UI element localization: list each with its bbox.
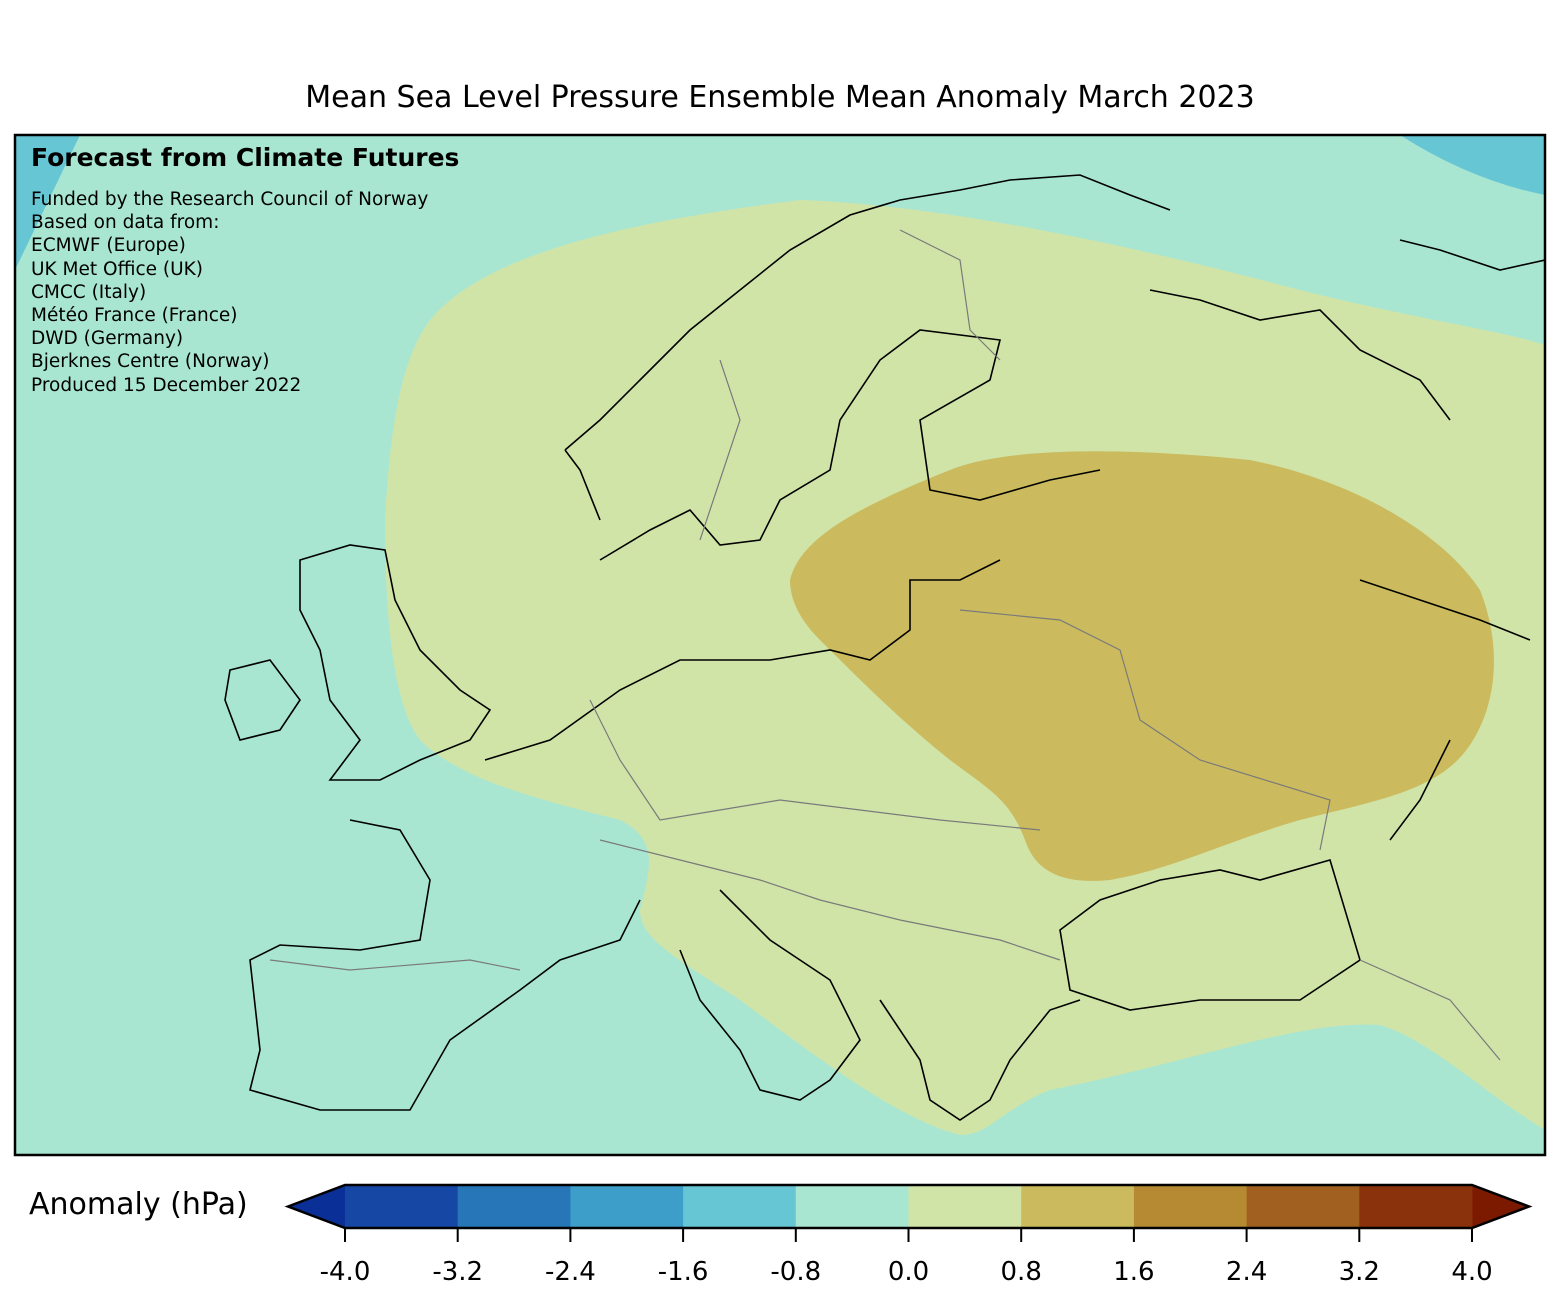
credits-line: Météo France (France) — [31, 305, 238, 327]
colorbar-tick-label: -3.2 — [432, 1257, 484, 1287]
chart-title: Mean Sea Level Pressure Ensemble Mean An… — [305, 80, 1255, 115]
colorbar-segment — [908, 1185, 1022, 1228]
colorbar-tick-label: -0.8 — [770, 1257, 822, 1287]
map-frame — [13, 133, 1547, 1157]
colorbar-segment — [683, 1185, 797, 1228]
credits-line: Produced 15 December 2022 — [31, 374, 302, 396]
colorbar-tick-label: -4.0 — [319, 1257, 371, 1287]
colorbar-segment — [570, 1185, 684, 1228]
anomaly-region-northeast — [1400, 135, 1545, 195]
coastlines — [224, 174, 1545, 1121]
credits-line: UK Met Office (UK) — [31, 258, 204, 280]
colorbar-tick-label: 3.2 — [1338, 1257, 1380, 1287]
colorbar-tick-label: 2.4 — [1225, 1257, 1268, 1287]
credits-line: DWD (Germany) — [31, 328, 184, 350]
country-borders — [269, 229, 1501, 1061]
colorbar-tick-label: 1.6 — [1113, 1257, 1155, 1287]
colorbar-extend-under — [288, 1185, 345, 1228]
anomaly-region-east-high — [790, 451, 1494, 881]
credits-line: Funded by the Research Council of Norway — [31, 189, 429, 210]
colorbar-segment — [1133, 1185, 1248, 1228]
colorbar-tick-label: 0.8 — [1000, 1257, 1042, 1287]
colorbar-segment — [1359, 1185, 1473, 1228]
colorbar-label: Anomaly (hPa) — [29, 1187, 248, 1222]
colorbar-segment — [795, 1185, 909, 1228]
colorbar-tick-label: 4.0 — [1451, 1257, 1493, 1287]
credits-line: CMCC (Italy) — [31, 281, 147, 303]
colorbar-segment — [345, 1185, 459, 1228]
colorbar-extend-over — [1472, 1185, 1529, 1228]
colorbar-segment — [1246, 1185, 1360, 1228]
colorbar-tick-label: -2.4 — [545, 1257, 596, 1287]
colorbar-tick-label: 0.0 — [887, 1257, 930, 1287]
colorbar — [284, 1183, 1533, 1242]
credits-line: Based on data from: — [31, 212, 220, 234]
anomaly-region-northwest — [15, 135, 80, 270]
colorbar-segment — [1021, 1185, 1135, 1228]
colorbar-segment — [457, 1185, 571, 1228]
credits-block: Forecast from Climate Futures Funded by … — [31, 143, 459, 397]
credits-heading: Forecast from Climate Futures — [31, 143, 460, 172]
credits-line: ECMWF (Europe) — [31, 235, 186, 257]
credits-line: Bjerknes Centre (Norway) — [31, 351, 270, 373]
colorbar-tick-label: -1.6 — [657, 1257, 709, 1287]
